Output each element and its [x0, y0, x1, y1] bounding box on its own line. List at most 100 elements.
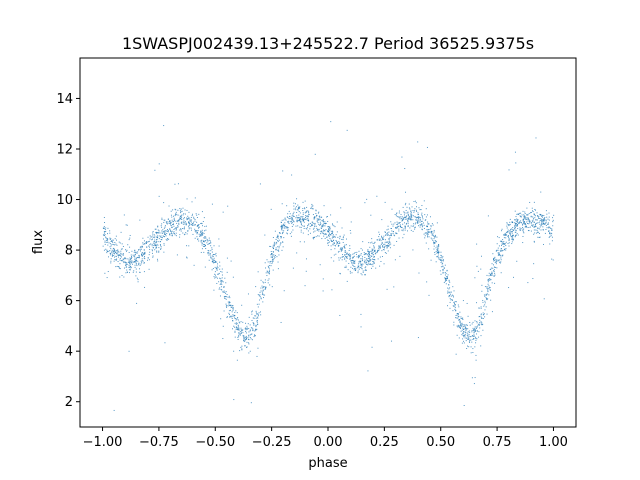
data-point [203, 243, 205, 245]
data-point [485, 293, 487, 295]
data-point [475, 342, 477, 344]
data-point [209, 242, 211, 244]
data-point [467, 328, 469, 330]
data-point [373, 253, 375, 255]
data-point [422, 218, 424, 220]
data-point [498, 253, 500, 255]
data-point [129, 259, 131, 261]
data-point [425, 242, 427, 244]
data-point [365, 269, 367, 271]
data-point [171, 219, 173, 221]
data-point [552, 217, 554, 219]
data-point [487, 298, 489, 300]
data-point [379, 246, 381, 248]
data-point [483, 313, 485, 315]
data-point [154, 237, 156, 239]
data-point [371, 253, 373, 255]
data-point [172, 224, 174, 226]
data-point [431, 232, 433, 234]
data-point [276, 237, 278, 239]
data-point [231, 316, 233, 318]
data-point [154, 241, 156, 243]
data-point [155, 231, 157, 233]
data-point [548, 226, 550, 228]
data-point [367, 370, 369, 372]
data-point [119, 268, 121, 270]
data-point [300, 223, 302, 225]
data-point [141, 245, 143, 247]
data-point [442, 265, 444, 267]
data-point [139, 219, 141, 221]
data-point [357, 263, 359, 265]
data-point [166, 221, 168, 223]
data-point [499, 261, 501, 263]
data-point [326, 236, 328, 238]
data-point [426, 146, 428, 148]
data-point [457, 314, 459, 316]
data-point [321, 226, 323, 228]
data-point [329, 241, 331, 243]
data-point [503, 243, 505, 245]
data-point [532, 278, 534, 280]
data-point [522, 231, 524, 233]
data-point [117, 250, 119, 252]
data-point [360, 313, 362, 315]
data-point [164, 219, 166, 221]
data-point [440, 251, 442, 253]
data-point [149, 246, 151, 248]
data-point [201, 233, 203, 235]
data-point [228, 301, 230, 303]
data-point [396, 233, 398, 235]
data-point [144, 255, 146, 257]
data-point [364, 253, 366, 255]
data-point [271, 259, 273, 261]
data-point [407, 230, 409, 232]
data-point [135, 257, 137, 259]
data-point [411, 214, 413, 216]
data-points [102, 121, 555, 411]
data-point [543, 217, 545, 219]
data-point [539, 220, 541, 222]
data-point [216, 261, 218, 263]
data-point [321, 230, 323, 232]
data-point [348, 254, 350, 256]
data-point [372, 261, 374, 263]
data-point [359, 262, 361, 264]
data-point [314, 236, 316, 238]
data-point [260, 290, 262, 292]
data-point [452, 295, 454, 297]
data-point [486, 288, 488, 290]
data-point [161, 230, 163, 232]
data-point [243, 336, 245, 338]
data-point [275, 243, 277, 245]
data-point [418, 225, 420, 227]
data-point [162, 229, 164, 231]
data-point [542, 219, 544, 221]
data-point [440, 273, 442, 275]
data-point [287, 222, 289, 224]
data-point [121, 248, 123, 250]
data-point [481, 317, 483, 319]
data-point [296, 198, 298, 200]
data-point [515, 222, 517, 224]
data-point [264, 262, 266, 264]
data-point [500, 248, 502, 250]
data-point [164, 342, 166, 344]
data-point [238, 332, 240, 334]
data-point [196, 214, 198, 216]
data-point [160, 232, 162, 234]
data-point [526, 207, 528, 209]
data-point [381, 236, 383, 238]
data-point [458, 319, 460, 321]
data-point [383, 249, 385, 251]
data-point [326, 216, 328, 218]
data-point [272, 260, 274, 262]
data-point [210, 250, 212, 252]
data-point [184, 223, 186, 225]
data-point [332, 234, 334, 236]
data-point [253, 322, 255, 324]
data-point [312, 224, 314, 226]
data-point [425, 219, 427, 221]
data-point [477, 326, 479, 328]
data-point [141, 258, 143, 260]
